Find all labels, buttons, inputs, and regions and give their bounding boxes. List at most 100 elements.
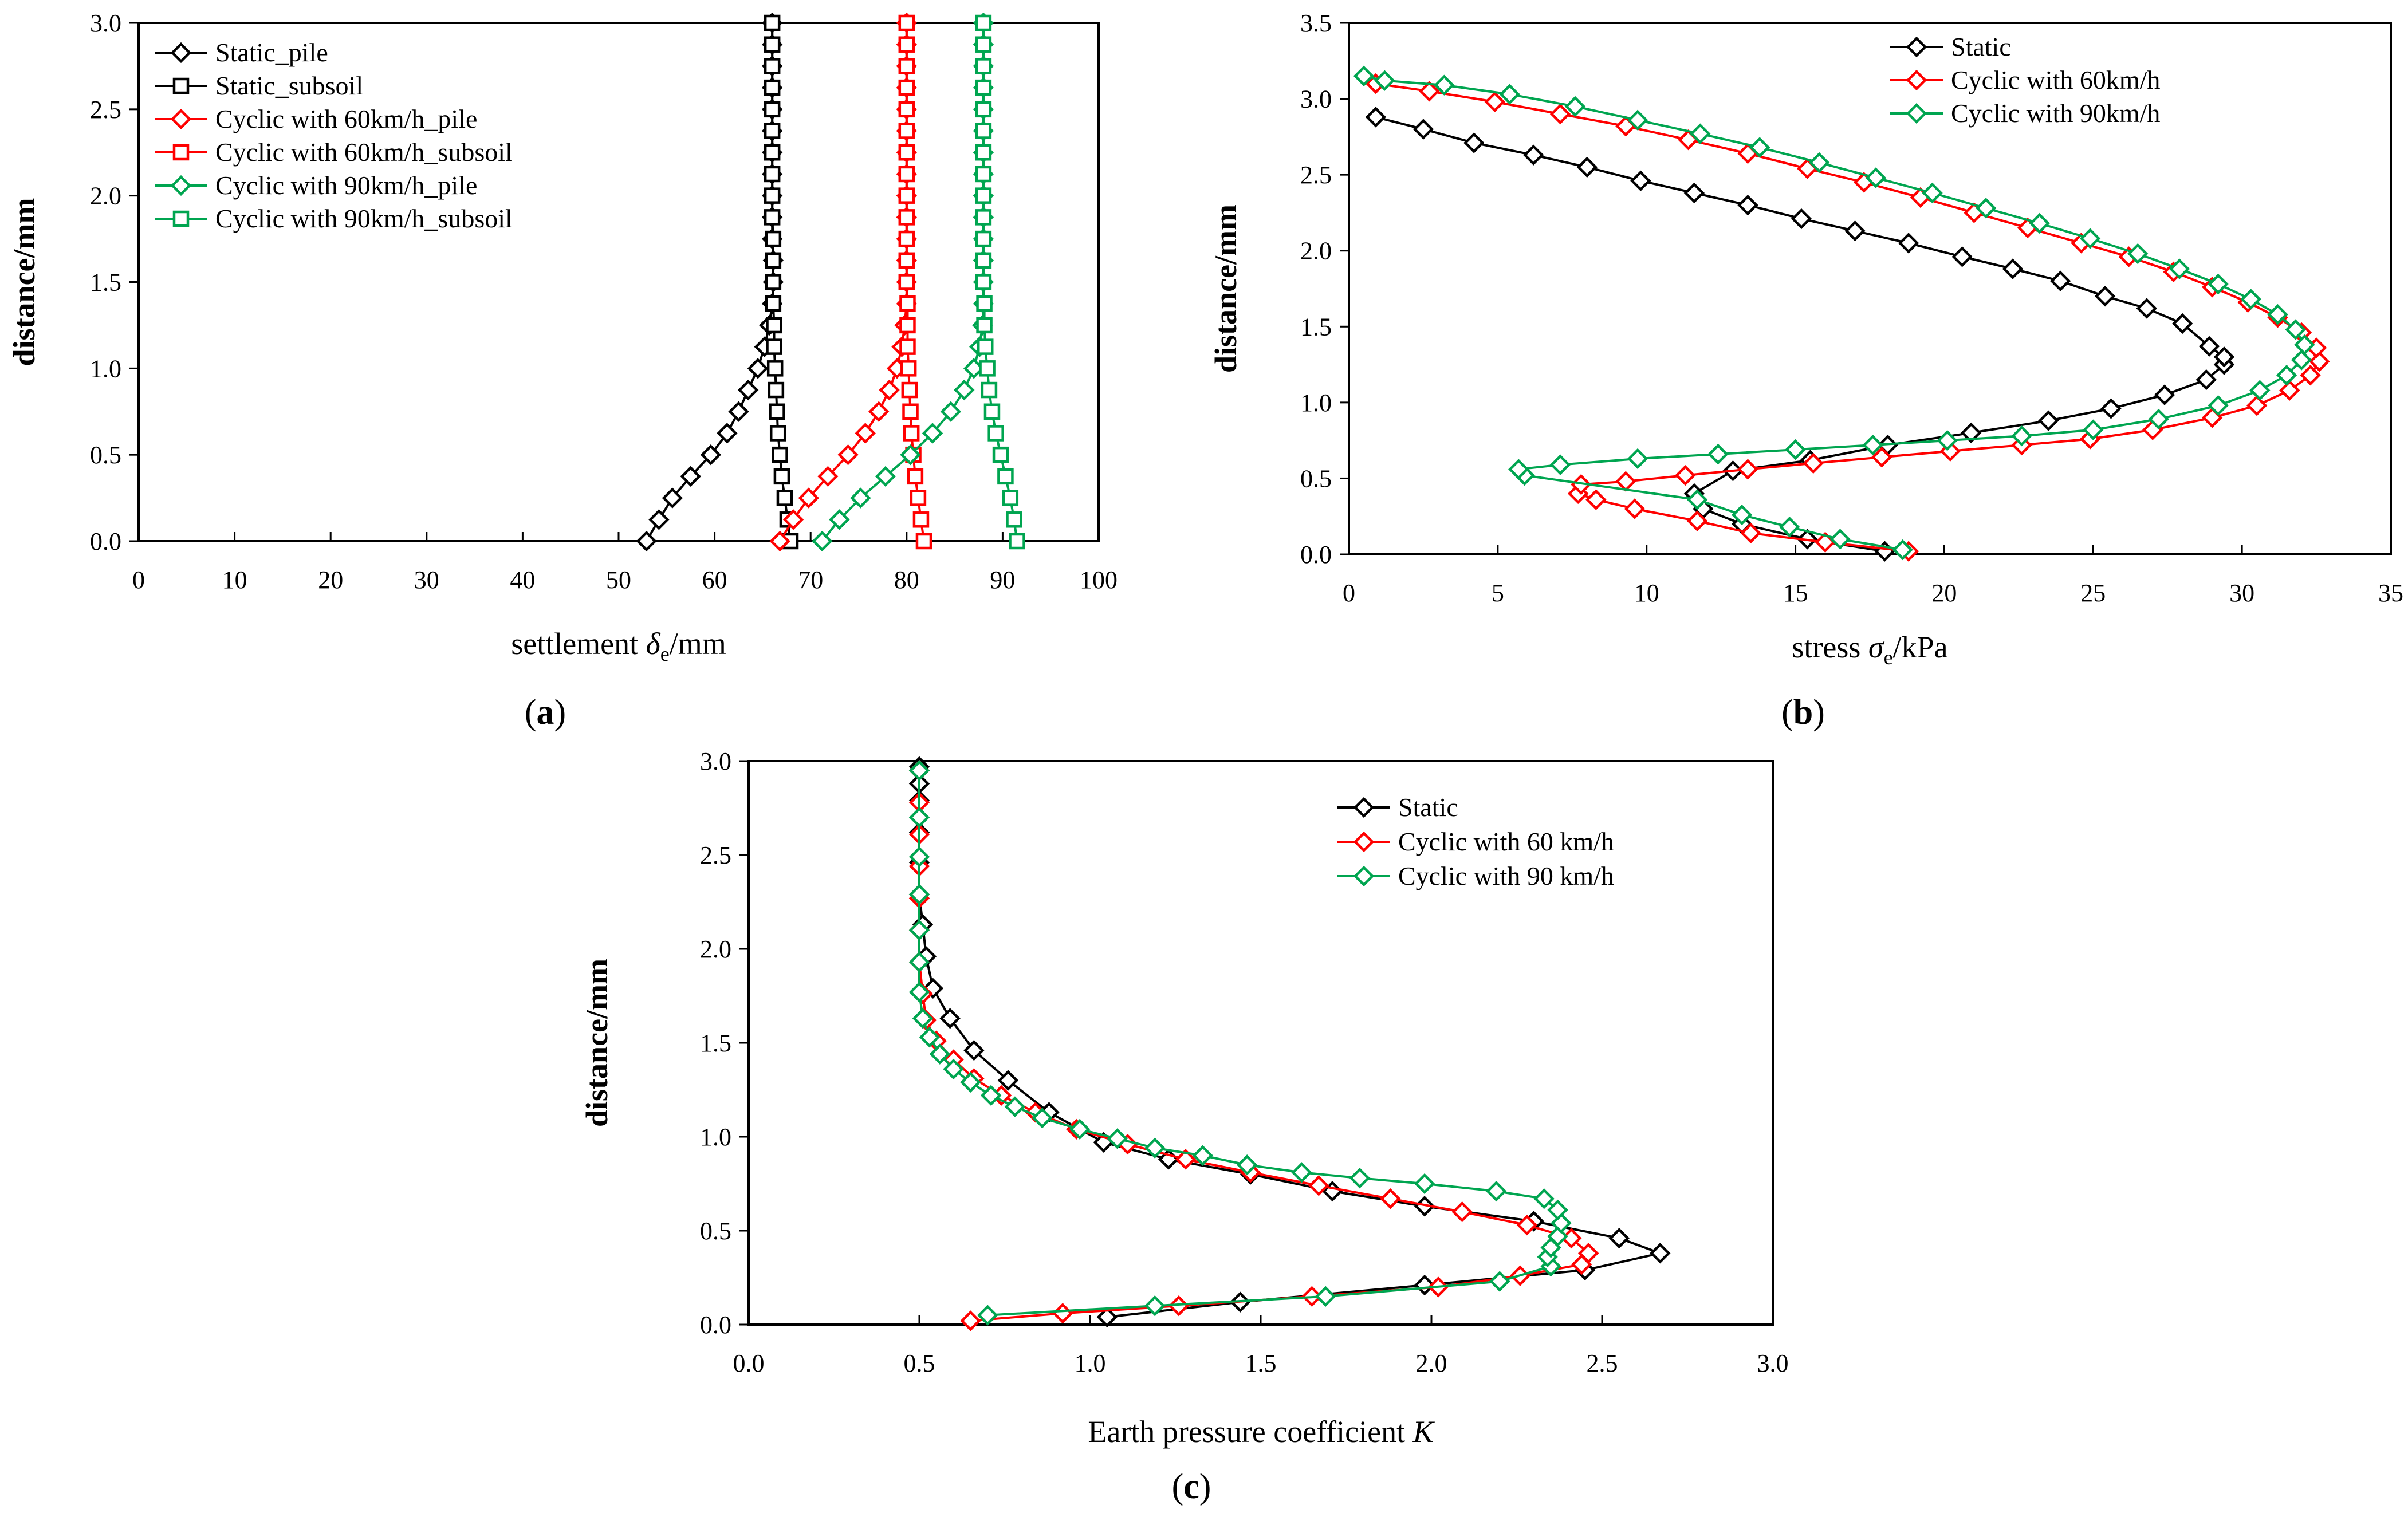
data-point	[908, 951, 930, 973]
x-tick-label: 20	[1931, 579, 1957, 607]
data-point	[2213, 346, 2235, 368]
data-point	[908, 807, 930, 828]
data-point	[1434, 74, 1455, 96]
x-tick-label: 25	[2080, 579, 2106, 607]
x-axis-title-main: Earth pressure coefficient	[1088, 1414, 1412, 1449]
legend-label: Cyclic with 60km/h_pile	[215, 104, 477, 133]
data-point	[975, 101, 992, 118]
data-point	[2002, 258, 2024, 279]
x-axis-title-subscript: e	[1884, 646, 1893, 669]
data-point	[2127, 243, 2149, 265]
panel-label-close-paren: )	[1199, 1467, 1211, 1506]
data-point	[1144, 1295, 1166, 1317]
panel-a: 0 10 20 30 40 50 60 70 80 90 100 0.0 0.5 1.0 1.5 2.0 2.5…	[7, 9, 1118, 732]
x-axis-title-unit: /kPa	[1893, 630, 1948, 664]
data-point	[1069, 1118, 1091, 1140]
y-tick-label: 1.5	[1300, 313, 1332, 341]
data-point	[960, 1310, 981, 1331]
data-point	[977, 338, 994, 355]
data-point	[773, 468, 790, 485]
data-point	[939, 1008, 961, 1029]
data-point	[782, 509, 804, 530]
data-point	[1862, 434, 1883, 456]
legend-label: Cyclic with 90 km/h	[1398, 861, 1614, 890]
data-point	[1675, 464, 1696, 486]
panel-label: (b)	[1781, 693, 1825, 732]
data-point	[902, 403, 919, 420]
legend-marker	[172, 77, 190, 94]
data-point	[1414, 1173, 1435, 1195]
legend-marker	[1353, 865, 1375, 887]
data-point	[1937, 429, 1958, 451]
data-point	[1686, 489, 1708, 510]
data-point	[1737, 459, 1758, 480]
data-point	[1650, 1243, 1671, 1264]
data-point	[975, 166, 992, 183]
data-point	[2240, 289, 2261, 310]
data-point	[979, 360, 996, 377]
data-point	[2246, 395, 2268, 416]
data-point	[2294, 334, 2315, 356]
panel-label-letter: b	[1793, 693, 1813, 732]
data-point	[728, 401, 749, 422]
legend-marker	[1906, 103, 1927, 124]
data-point	[908, 920, 930, 941]
data-point	[898, 209, 915, 226]
data-point	[1898, 233, 1919, 254]
data-point	[768, 381, 785, 399]
data-point	[2136, 298, 2158, 319]
legend-marker	[170, 108, 192, 130]
legend-label: Static_subsoil	[215, 71, 363, 100]
data-point	[2285, 319, 2306, 340]
data-point	[812, 530, 833, 552]
data-point	[912, 511, 930, 528]
data-point	[954, 379, 975, 401]
data-point	[2100, 398, 2122, 419]
data-point	[1829, 529, 1851, 550]
data-point	[766, 338, 782, 355]
data-point	[983, 403, 1001, 420]
data-point	[903, 425, 920, 442]
data-point	[1291, 1162, 1312, 1183]
data-point	[855, 423, 876, 444]
data-point	[2276, 364, 2297, 386]
y-tick-label: 2.0	[1300, 237, 1332, 265]
data-point	[898, 252, 915, 269]
x-tick-label: 90	[990, 566, 1015, 594]
data-point	[2249, 380, 2271, 401]
data-point	[1499, 84, 1520, 105]
data-point	[898, 144, 915, 161]
data-point	[2094, 286, 2116, 307]
panel-label-open-paren: (	[1172, 1467, 1184, 1506]
panel-label: (a)	[525, 693, 566, 732]
panel-label-letter: a	[537, 693, 554, 732]
data-point	[1779, 517, 1800, 538]
data-point	[912, 1008, 934, 1029]
data-point	[769, 403, 785, 420]
data-point	[717, 423, 738, 444]
data-point	[765, 295, 782, 312]
x-tick-label: 15	[1783, 579, 1808, 607]
legend: Static_pile Static_subsoil Cyclic with 60k…	[155, 38, 513, 233]
data-point	[1585, 489, 1607, 510]
data-point	[929, 1043, 950, 1065]
data-point	[1844, 220, 1866, 242]
data-point	[1052, 1303, 1073, 1324]
data-point	[907, 468, 924, 485]
x-axis-title-main: settlement	[511, 626, 646, 661]
data-point	[1615, 471, 1636, 492]
data-point	[919, 1026, 941, 1048]
data-point	[875, 466, 896, 487]
data-point	[738, 379, 759, 401]
x-tick-label: 1.5	[1245, 1349, 1277, 1377]
data-point	[898, 187, 915, 204]
data-point	[817, 466, 839, 487]
x-tick-label: 0.0	[733, 1349, 765, 1377]
data-point	[2208, 395, 2229, 416]
data-point	[908, 982, 930, 1003]
data-point	[975, 36, 992, 53]
data-point	[900, 360, 917, 377]
data-point	[910, 490, 927, 506]
data-point	[899, 317, 916, 334]
data-point	[764, 123, 781, 139]
